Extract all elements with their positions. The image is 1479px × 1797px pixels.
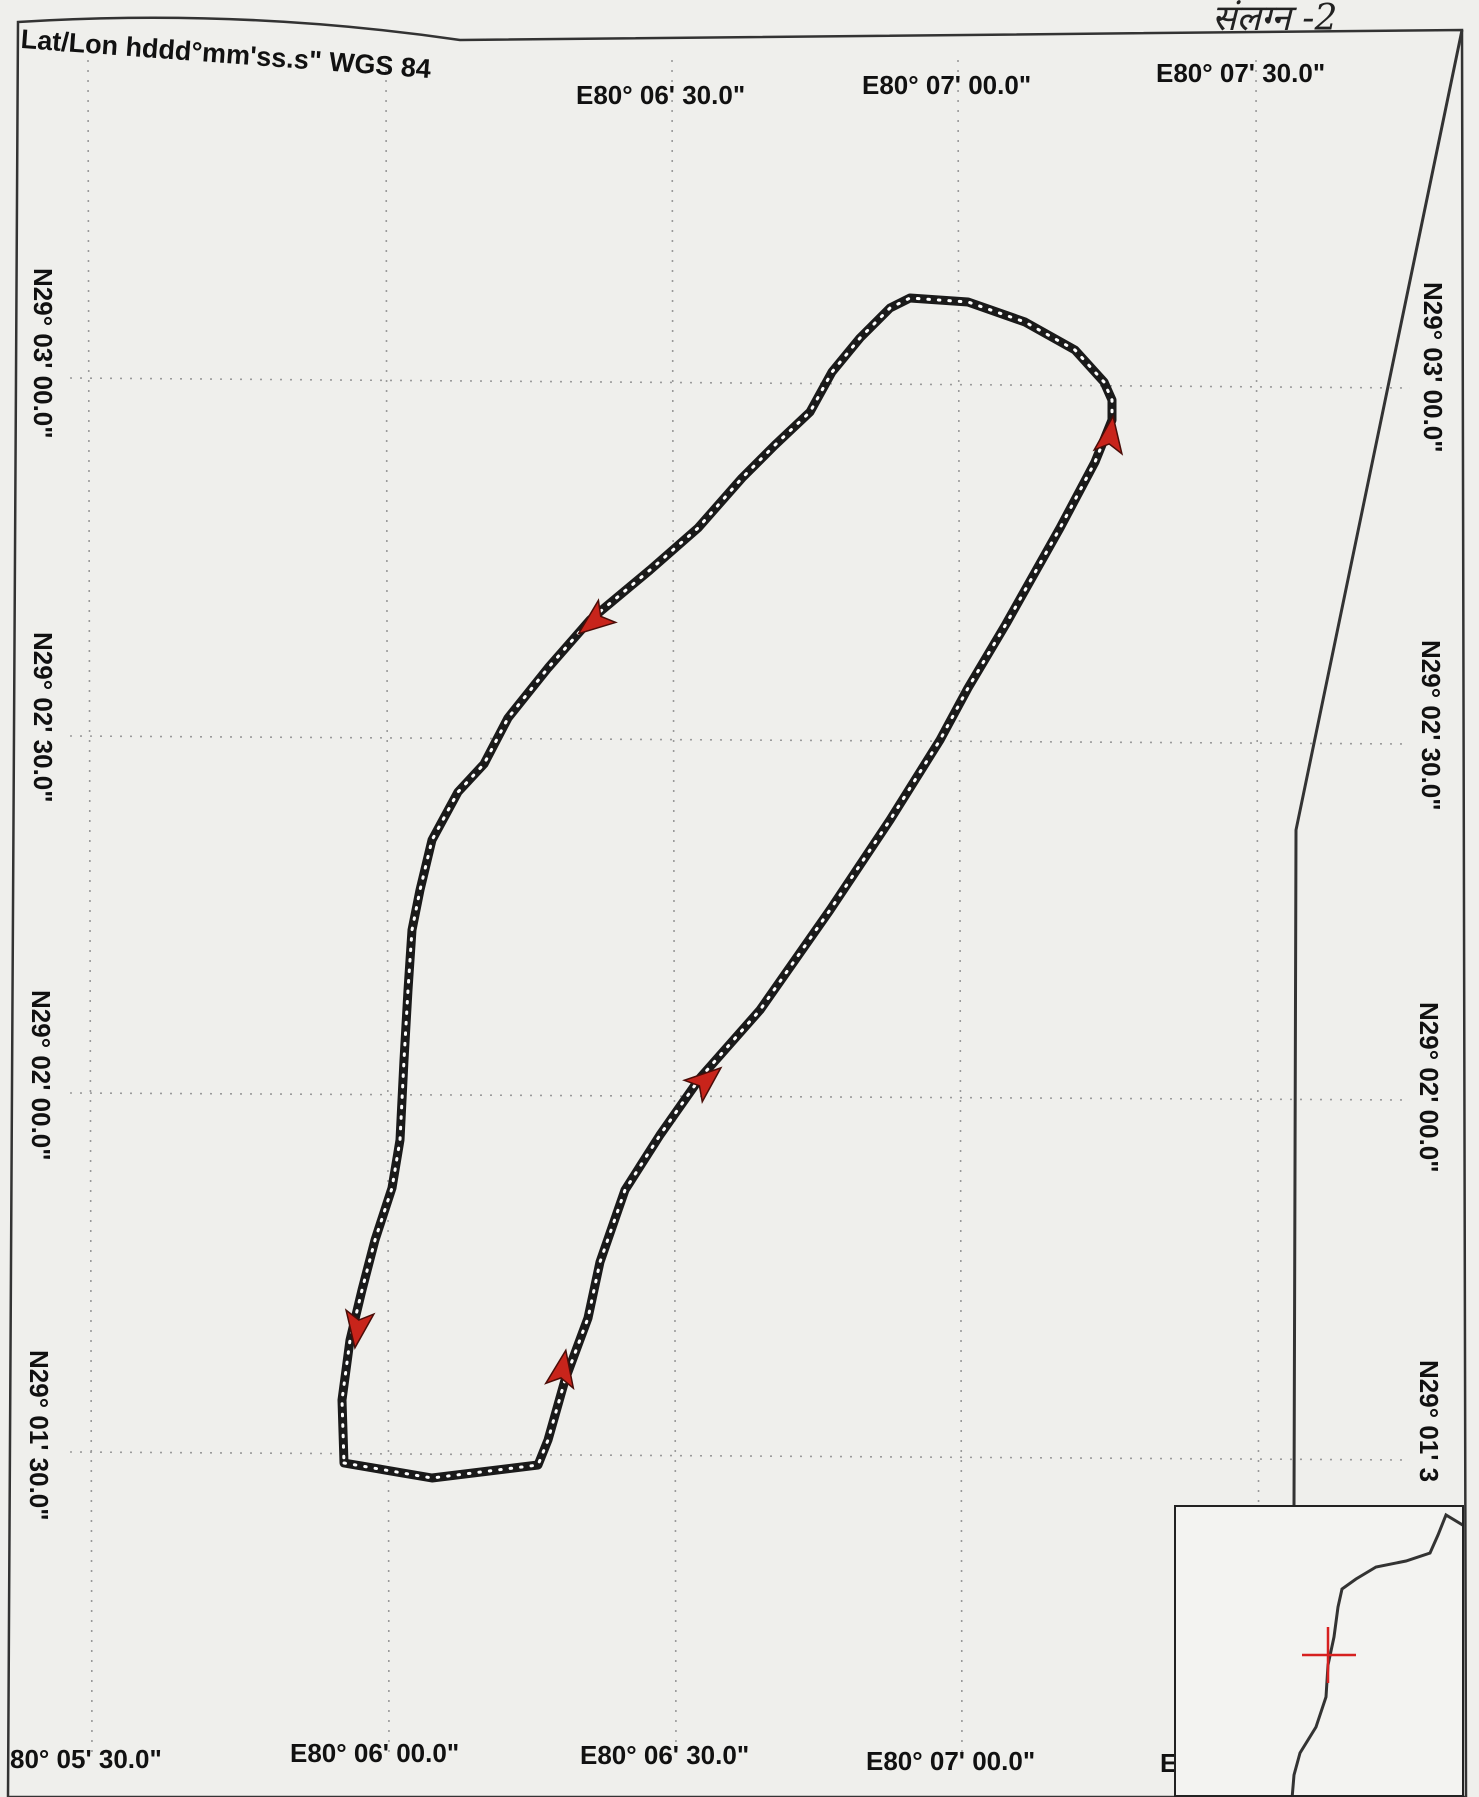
bottom-lon-label: 80° 05' 30.0": [10, 1744, 162, 1774]
grid-lon-06-00: [385, 59, 390, 1761]
left-lat-label: N29° 01' 30.0": [24, 1350, 54, 1521]
inset-coastline: [1290, 1512, 1462, 1795]
grid-lat-01-30: [69, 1451, 1411, 1461]
crosshair-icon: [1302, 1627, 1356, 1683]
grid-lon-07-30: [1255, 59, 1260, 1761]
inset-locator-map: [1174, 1505, 1464, 1797]
boundary-line: [1292, 29, 1464, 1506]
bottom-lon-label: E80° 06' 30.0": [580, 1740, 750, 1770]
right-lat-label: N29° 03' 00.0": [1418, 282, 1448, 453]
top-lon-label: E80° 06' 30.0": [576, 80, 746, 110]
left-lat-label: N29° 02' 00.0": [26, 990, 56, 1161]
direction-arrow-icon: [577, 598, 618, 635]
bottom-lon-label: E80° 07' 00.0": [866, 1746, 1036, 1776]
direction-arrow-icon: [682, 1066, 723, 1104]
grid-lon-06-30: [671, 59, 677, 1761]
right-lat-label: N29° 02' 30.0": [1416, 640, 1446, 811]
right-lat-label: N29° 01' 3: [1414, 1360, 1444, 1483]
direction-arrow-icon: [544, 1348, 575, 1391]
left-lat-label: N29° 03' 00.0": [28, 268, 58, 439]
direction-arrow-icon: [344, 1308, 376, 1350]
top-lon-label: E80° 07' 00.0": [862, 70, 1032, 100]
grid-lat-02-00: [69, 1092, 1411, 1101]
direction-arrows: [344, 414, 1124, 1391]
grid-lat-02-30: [69, 735, 1411, 745]
handwritten-annotation: संलग्न -2: [1212, 0, 1338, 39]
grid-lon-07-00: [957, 59, 963, 1761]
graticule: [69, 59, 1411, 1761]
direction-arrow-icon: [1092, 414, 1124, 456]
map-frame: [6, 16, 1468, 1797]
grid-lon-05-30: [87, 59, 93, 1761]
survey-track: [337, 293, 1117, 1483]
top-lon-label: E80° 07' 30.0": [1156, 58, 1326, 88]
grid-lat-03-00: [69, 377, 1411, 389]
inset-map-canvas: [1290, 1512, 1462, 1795]
survey-track-dots: [340, 296, 1114, 1480]
bottom-lon-label: E: [1160, 1748, 1178, 1778]
right-lat-label: N29° 02' 00.0": [1414, 1002, 1444, 1173]
left-lat-label: N29° 02' 30.0": [28, 632, 58, 803]
bottom-lon-label: E80° 06' 00.0": [290, 1738, 460, 1768]
